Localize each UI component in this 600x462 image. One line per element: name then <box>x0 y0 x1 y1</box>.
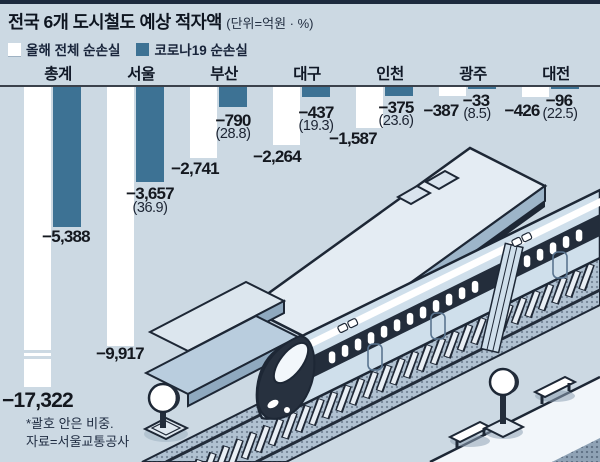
value-label-covid-서울: −3,657 <box>126 184 174 203</box>
skylight-icon <box>395 169 461 206</box>
bar-total-대구 <box>273 86 300 145</box>
bar-covid-서울 <box>136 86 164 182</box>
category-label-3: 부산 <box>210 66 238 83</box>
roof-hatch-icon <box>511 232 533 248</box>
value-label-total-서울: −9,917 <box>96 344 144 363</box>
train-windows <box>328 229 583 364</box>
value-label-covid-대구: −437 <box>298 103 334 122</box>
category-label-5: 인천 <box>376 66 404 83</box>
headlight-icon <box>267 399 279 409</box>
sign-post-icon <box>142 382 190 442</box>
value-label-total-인천: −1,587 <box>329 129 377 148</box>
bar-covid-대전 <box>551 86 579 89</box>
train <box>255 188 600 420</box>
value-label-covid-대전: −96 <box>545 91 573 110</box>
headlight-icon <box>284 407 290 413</box>
windshield <box>272 341 310 385</box>
train-doors <box>367 251 568 371</box>
axis-break-mark <box>24 350 51 353</box>
share-label-부산: (28.8) <box>215 126 251 142</box>
share-label-서울: (36.9) <box>132 200 168 216</box>
category-label-4: 대구 <box>293 66 321 83</box>
share-label-인천: (23.6) <box>378 113 414 129</box>
bar-total-대전 <box>522 86 549 97</box>
sign-post-icon <box>482 367 526 439</box>
value-label-total-대전: −426 <box>504 101 540 120</box>
value-label-covid-부산: −790 <box>215 111 251 130</box>
bar-total-서울 <box>107 86 134 346</box>
roof-hatch-icon <box>337 318 359 334</box>
value-label-total-총계: −17,322 <box>2 389 74 412</box>
share-label-대구: (19.3) <box>298 118 334 134</box>
value-label-total-대구: −2,264 <box>253 147 301 166</box>
bar-total-총계 <box>24 86 51 387</box>
bar-covid-총계 <box>53 86 81 227</box>
category-label-2: 서울 <box>127 66 155 83</box>
bench-icon <box>532 375 578 404</box>
category-label-1: 총계 <box>44 66 72 83</box>
value-label-covid-광주: −33 <box>462 91 490 110</box>
front-platform <box>429 367 600 462</box>
bar-covid-인천 <box>385 86 413 96</box>
category-label-7: 대전 <box>542 66 570 83</box>
bar-covid-부산 <box>219 86 247 107</box>
value-label-covid-총계: −5,388 <box>42 227 90 246</box>
bar-total-광주 <box>439 86 466 96</box>
share-label-대전: (22.5) <box>542 106 578 122</box>
axis-break-mark <box>24 356 51 359</box>
bar-total-부산 <box>190 86 217 158</box>
bar-total-인천 <box>356 86 383 128</box>
train-nose <box>256 334 316 420</box>
bar-covid-대구 <box>302 86 330 97</box>
value-label-total-부산: −2,741 <box>171 159 219 178</box>
category-label-6: 광주 <box>459 66 487 83</box>
value-label-covid-인천: −375 <box>378 98 414 117</box>
bar-covid-광주 <box>468 86 496 89</box>
share-label-광주: (8.5) <box>463 106 491 122</box>
value-label-total-광주: −387 <box>423 101 459 120</box>
